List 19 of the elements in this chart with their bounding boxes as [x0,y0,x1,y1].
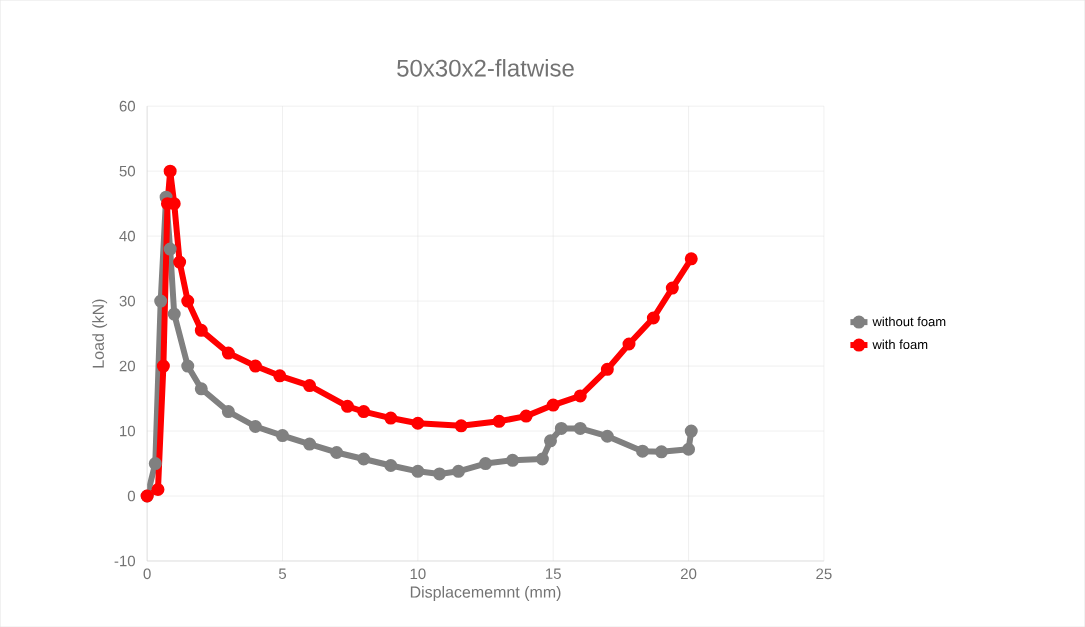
x-tick-label: 0 [143,568,151,580]
y-tick-label: 60 [119,100,136,112]
x-axis-title: Displacememnt (mm) [410,585,561,601]
y-tick-label: -10 [114,555,136,567]
x-tick-label: 5 [278,568,287,579]
x-tick-label: 20 [680,568,697,580]
chart-title: 50x30x2-flatwise [397,58,574,77]
y-tick-label: 0 [127,490,136,502]
y-tick-label: 30 [119,295,136,307]
y-tick-label: 10 [120,425,136,437]
y-axis-title: Load (kN) [92,299,108,368]
y-tick-label: 50 [119,165,136,177]
x-tick-label: 25 [816,568,832,580]
y-tick-label: 40 [119,230,136,242]
legend-label: with foam [872,339,928,350]
legend-label: without foam [872,316,946,327]
x-tick-label: 10 [410,568,426,580]
x-tick-label: 15 [546,568,561,579]
y-tick-label: 20 [119,360,136,372]
